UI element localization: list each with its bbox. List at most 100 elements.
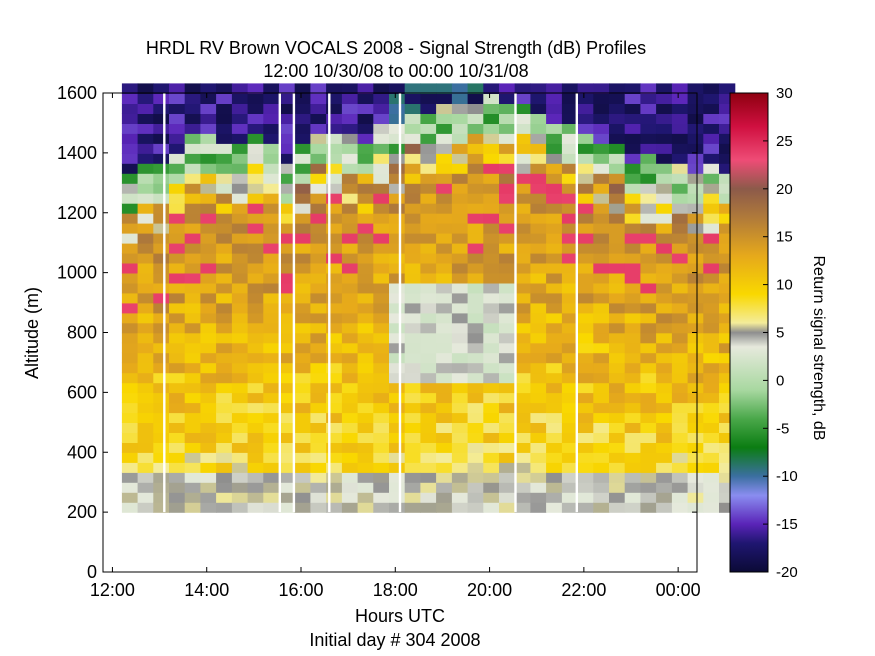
heatmap-cell xyxy=(373,262,390,274)
heatmap-cell xyxy=(671,462,689,473)
heatmap-cell xyxy=(121,342,139,354)
heatmap-cell xyxy=(451,252,469,264)
heatmap-cell xyxy=(310,133,327,144)
heatmap-cell xyxy=(656,113,673,124)
heatmap-cell xyxy=(719,243,736,254)
heatmap-cell xyxy=(609,482,626,493)
heatmap-cell xyxy=(624,502,641,513)
heatmap-cell xyxy=(200,252,217,264)
heatmap-cell xyxy=(153,462,170,473)
heatmap-cell xyxy=(499,93,516,104)
heatmap-cell xyxy=(546,382,563,394)
heatmap-cell xyxy=(231,372,249,384)
heatmap-cell xyxy=(294,372,311,384)
heatmap-cell xyxy=(656,233,673,244)
heatmap-cell xyxy=(231,262,249,274)
heatmap-cell xyxy=(703,332,720,344)
heatmap-cell xyxy=(247,163,264,174)
heatmap-cell xyxy=(624,103,641,114)
heatmap-cell xyxy=(169,272,186,284)
heatmap-cell xyxy=(483,372,500,384)
heatmap-cell xyxy=(279,143,296,154)
heatmap-cell xyxy=(436,103,453,114)
heatmap-cell xyxy=(326,262,343,274)
heatmap-cell xyxy=(373,163,390,174)
heatmap-cell xyxy=(546,153,563,164)
heatmap-cell xyxy=(200,332,217,344)
heatmap-cell xyxy=(357,223,374,234)
heatmap-cell xyxy=(326,163,343,174)
heatmap-cell xyxy=(294,133,311,144)
heatmap-cell xyxy=(373,492,390,503)
heatmap-cell xyxy=(656,203,673,214)
heatmap-cell xyxy=(231,193,249,204)
heatmap-cell xyxy=(294,302,311,314)
heatmap-cell xyxy=(420,452,437,463)
heatmap-cell xyxy=(420,412,437,423)
heatmap-cell xyxy=(121,233,139,244)
heatmap-cell xyxy=(467,143,484,154)
heatmap-cell xyxy=(514,442,531,453)
heatmap-cell xyxy=(326,392,343,404)
heatmap-cell xyxy=(609,402,626,414)
heatmap-cell xyxy=(561,83,579,94)
heatmap-cell xyxy=(609,93,626,104)
heatmap-cell xyxy=(169,412,186,423)
heatmap-cell xyxy=(200,482,217,493)
heatmap-cell xyxy=(561,302,579,314)
heatmap-cell xyxy=(326,113,343,124)
heatmap-cell xyxy=(326,462,343,473)
heatmap-cell xyxy=(719,432,736,443)
heatmap-cell xyxy=(561,103,579,114)
heatmap-cell xyxy=(279,462,296,473)
heatmap-cell xyxy=(137,103,154,114)
heatmap-cell xyxy=(656,352,673,364)
heatmap-cell xyxy=(687,472,704,483)
heatmap-cell xyxy=(624,492,641,503)
heatmap-cell xyxy=(153,143,170,154)
heatmap-cell xyxy=(357,422,374,433)
heatmap-cell xyxy=(373,173,390,184)
heatmap-cell xyxy=(671,292,689,304)
heatmap-cell xyxy=(184,282,201,294)
heatmap-cell xyxy=(310,173,327,184)
heatmap-cell xyxy=(121,492,139,503)
heatmap-cell xyxy=(719,193,736,204)
heatmap-cell xyxy=(483,272,500,284)
chart-title: HRDL RV Brown VOCALS 2008 - Signal Stren… xyxy=(146,38,646,58)
heatmap-cell xyxy=(514,432,531,443)
heatmap-cell xyxy=(153,163,170,174)
heatmap-cell xyxy=(341,332,359,344)
heatmap-cell xyxy=(294,173,311,184)
heatmap-cell xyxy=(656,243,673,254)
heatmap-cell xyxy=(200,233,217,244)
heatmap-cell xyxy=(671,193,689,204)
heatmap-cell xyxy=(357,372,374,384)
heatmap-cell xyxy=(671,203,689,214)
heatmap-cell xyxy=(216,93,233,104)
heatmap-cell xyxy=(530,362,547,374)
heatmap-cell xyxy=(247,382,264,394)
heatmap-cell xyxy=(656,103,673,114)
heatmap-cell xyxy=(593,372,610,384)
heatmap-cell xyxy=(467,83,484,94)
heatmap-cell xyxy=(247,123,264,134)
heatmap-cell xyxy=(153,482,170,493)
heatmap-cell xyxy=(310,123,327,134)
heatmap-cell xyxy=(671,93,689,104)
heatmap-cell xyxy=(200,83,217,94)
heatmap-cell xyxy=(561,322,579,334)
heatmap-cell xyxy=(719,302,736,314)
heatmap-cell xyxy=(137,183,154,194)
heatmap-cell xyxy=(546,163,563,174)
heatmap-cell xyxy=(656,502,673,513)
heatmap-cell xyxy=(546,442,563,453)
heatmap-cell xyxy=(561,133,579,144)
heatmap-cell xyxy=(200,452,217,463)
heatmap-cell xyxy=(499,243,516,254)
heatmap-cell xyxy=(247,332,264,344)
heatmap-cell xyxy=(593,442,610,453)
heatmap-cell xyxy=(514,382,531,394)
heatmap-cell xyxy=(609,113,626,124)
heatmap-cell xyxy=(593,133,610,144)
